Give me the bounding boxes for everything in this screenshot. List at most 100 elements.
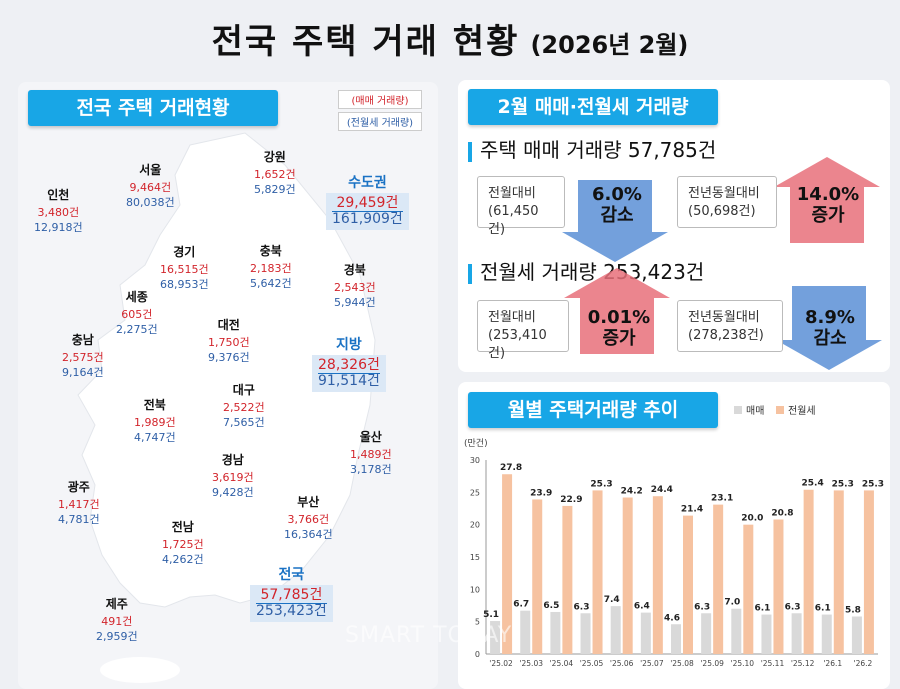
page-title: 전국 주택 거래 현황 (2026년 2월) [0, 14, 900, 63]
x-tick-label: '25.09 [700, 659, 724, 668]
region-jeonse: 7,565건 [223, 416, 265, 429]
data-label-sale: 6.1 [815, 604, 831, 614]
data-label-sale: 6.3 [574, 602, 590, 612]
region-incheon: 인천 3,480건 12,918건 [34, 188, 83, 235]
bar-jeonse [713, 504, 724, 654]
bar-jeonse [683, 515, 693, 654]
region-jeju: 제주 491건 2,959건 [96, 597, 138, 644]
sale-mom-pct: 6.0% [592, 184, 642, 205]
bar-sale [610, 606, 621, 654]
x-tick-label: '25.07 [640, 659, 664, 668]
region-name: 인천 [47, 188, 70, 202]
region-jeonse: 9,428건 [212, 486, 254, 499]
region-name: 경남 [221, 453, 244, 467]
jeonse-yoy-label: 전년동월대비 [688, 310, 760, 325]
bar-sale [580, 613, 591, 654]
nation-name: 전국 [278, 567, 305, 583]
region-name: 제주 [105, 597, 128, 611]
region-jeonse: 4,262건 [162, 553, 204, 566]
bar-sale [490, 621, 501, 654]
x-tick-label: '25.03 [519, 659, 543, 668]
sale-mom-dir: 감소 [600, 205, 634, 226]
region-sale: 3,619건 [212, 471, 254, 484]
region-jeonse: 2,959건 [96, 630, 138, 643]
region-name: 전남 [171, 520, 194, 534]
data-label-sale: 7.4 [604, 595, 620, 605]
data-label-sale: 6.3 [785, 602, 801, 612]
jeonse-title: 전월세 거래량 253,423건 [468, 256, 704, 285]
region-name: 경기 [173, 245, 196, 259]
jeonse-mom-arrow [564, 268, 670, 354]
region-jeonse: 4,781건 [58, 513, 100, 526]
region-sale: 1,725건 [162, 538, 204, 551]
bar-sale [821, 614, 832, 654]
bar-sale [791, 613, 802, 654]
region-gyeongnam: 경남 3,619건 9,428건 [212, 453, 254, 500]
page-title-sub: (2026년 2월) [530, 31, 689, 59]
data-label-jeonse: 23.1 [711, 494, 733, 504]
bar-jeonse [592, 490, 603, 654]
legend-label-jeonse: 전월세 [788, 405, 816, 417]
chart-banner: 월별 주택거래량 추이 [468, 392, 718, 428]
x-tick-label: '25.10 [731, 659, 755, 668]
region-gyeongbuk: 경북 2,543건 5,944건 [334, 263, 376, 310]
jeonse-yoy-base: (278,238건) [688, 328, 764, 343]
region-daegu: 대구 2,522건 7,565건 [223, 383, 265, 430]
x-tick-label: '26.2 [854, 659, 873, 668]
region-sale: 1,652건 [254, 168, 296, 181]
sale-yoy-value: 14.0% 증가 [792, 184, 864, 226]
region-gangwon: 강원 1,652건 5,829건 [254, 150, 296, 197]
local-values: 28,326건 91,514건 [312, 355, 386, 392]
jeonse-mom-label: 전월대비 [488, 310, 536, 325]
region-name: 경북 [343, 263, 366, 277]
sale-yoy-base: (50,698건) [688, 204, 756, 219]
sale-yoy-arrow [774, 157, 880, 243]
region-seoul: 서울 9,464건 80,038건 [126, 163, 175, 210]
y-axis-label: (만건) [464, 438, 488, 449]
bar-sale [851, 616, 862, 654]
legend-label-sale: 매매 [746, 405, 764, 417]
region-name: 강원 [263, 150, 286, 164]
y-tick-label: 5 [475, 618, 480, 627]
legend-jeonse: (전월세 거래량) [338, 112, 422, 131]
local-total: 지방 28,326건 91,514건 [312, 338, 386, 392]
bar-sale [520, 610, 531, 654]
bar-jeonse [803, 489, 814, 654]
region-sale: 3,480건 [37, 206, 80, 219]
region-name: 대전 [217, 318, 240, 332]
y-tick-label: 0 [475, 650, 480, 659]
region-sale: 605건 [121, 308, 153, 321]
korea-map [77, 132, 376, 683]
data-label-sale: 7.0 [724, 598, 740, 608]
y-tick-label: 30 [470, 456, 480, 465]
jeonse-yoy-pct: 8.9% [805, 307, 855, 328]
region-sale: 2,522건 [223, 401, 265, 414]
sale-mom-label: 전월대비 [488, 186, 536, 201]
region-jeonse: 4,747건 [134, 431, 176, 444]
jeonse-title-bar [468, 263, 472, 284]
nation-sale: 57,785건 [256, 588, 327, 604]
nation-values: 57,785건 253,423건 [250, 585, 333, 622]
watermark: SMART TODAY [345, 623, 513, 648]
region-name: 대구 [232, 383, 255, 397]
data-label-sale: 6.4 [634, 602, 650, 612]
sale-yoy-dir: 증가 [811, 205, 845, 226]
x-tick-label: '25.06 [610, 659, 634, 668]
capital-jeonse: 161,909건 [332, 211, 403, 227]
data-label-sale: 5.8 [845, 605, 861, 615]
region-ulsan: 울산 1,489건 3,178건 [350, 430, 392, 477]
nation-total: 전국 57,785건 253,423건 [250, 568, 333, 622]
jeju-shape [100, 657, 180, 683]
region-gyeonggi: 경기 16,515건 68,953건 [160, 245, 209, 292]
region-sale: 2,575건 [62, 351, 104, 364]
jeonse-yoy-value: 8.9% 감소 [794, 307, 866, 349]
y-tick-label: 15 [470, 553, 480, 562]
y-tick-label: 10 [470, 585, 480, 594]
bar-jeonse [652, 496, 663, 654]
region-sale: 9,464건 [129, 181, 172, 194]
region-gwangju: 광주 1,417건 4,781건 [58, 480, 100, 527]
region-chungnam: 충남 2,575건 9,164건 [62, 333, 104, 380]
region-jeonse: 2,275건 [116, 323, 158, 336]
sale-title-text: 주택 매매 거래량 57,785건 [480, 138, 717, 162]
region-sale: 2,183건 [250, 262, 292, 275]
